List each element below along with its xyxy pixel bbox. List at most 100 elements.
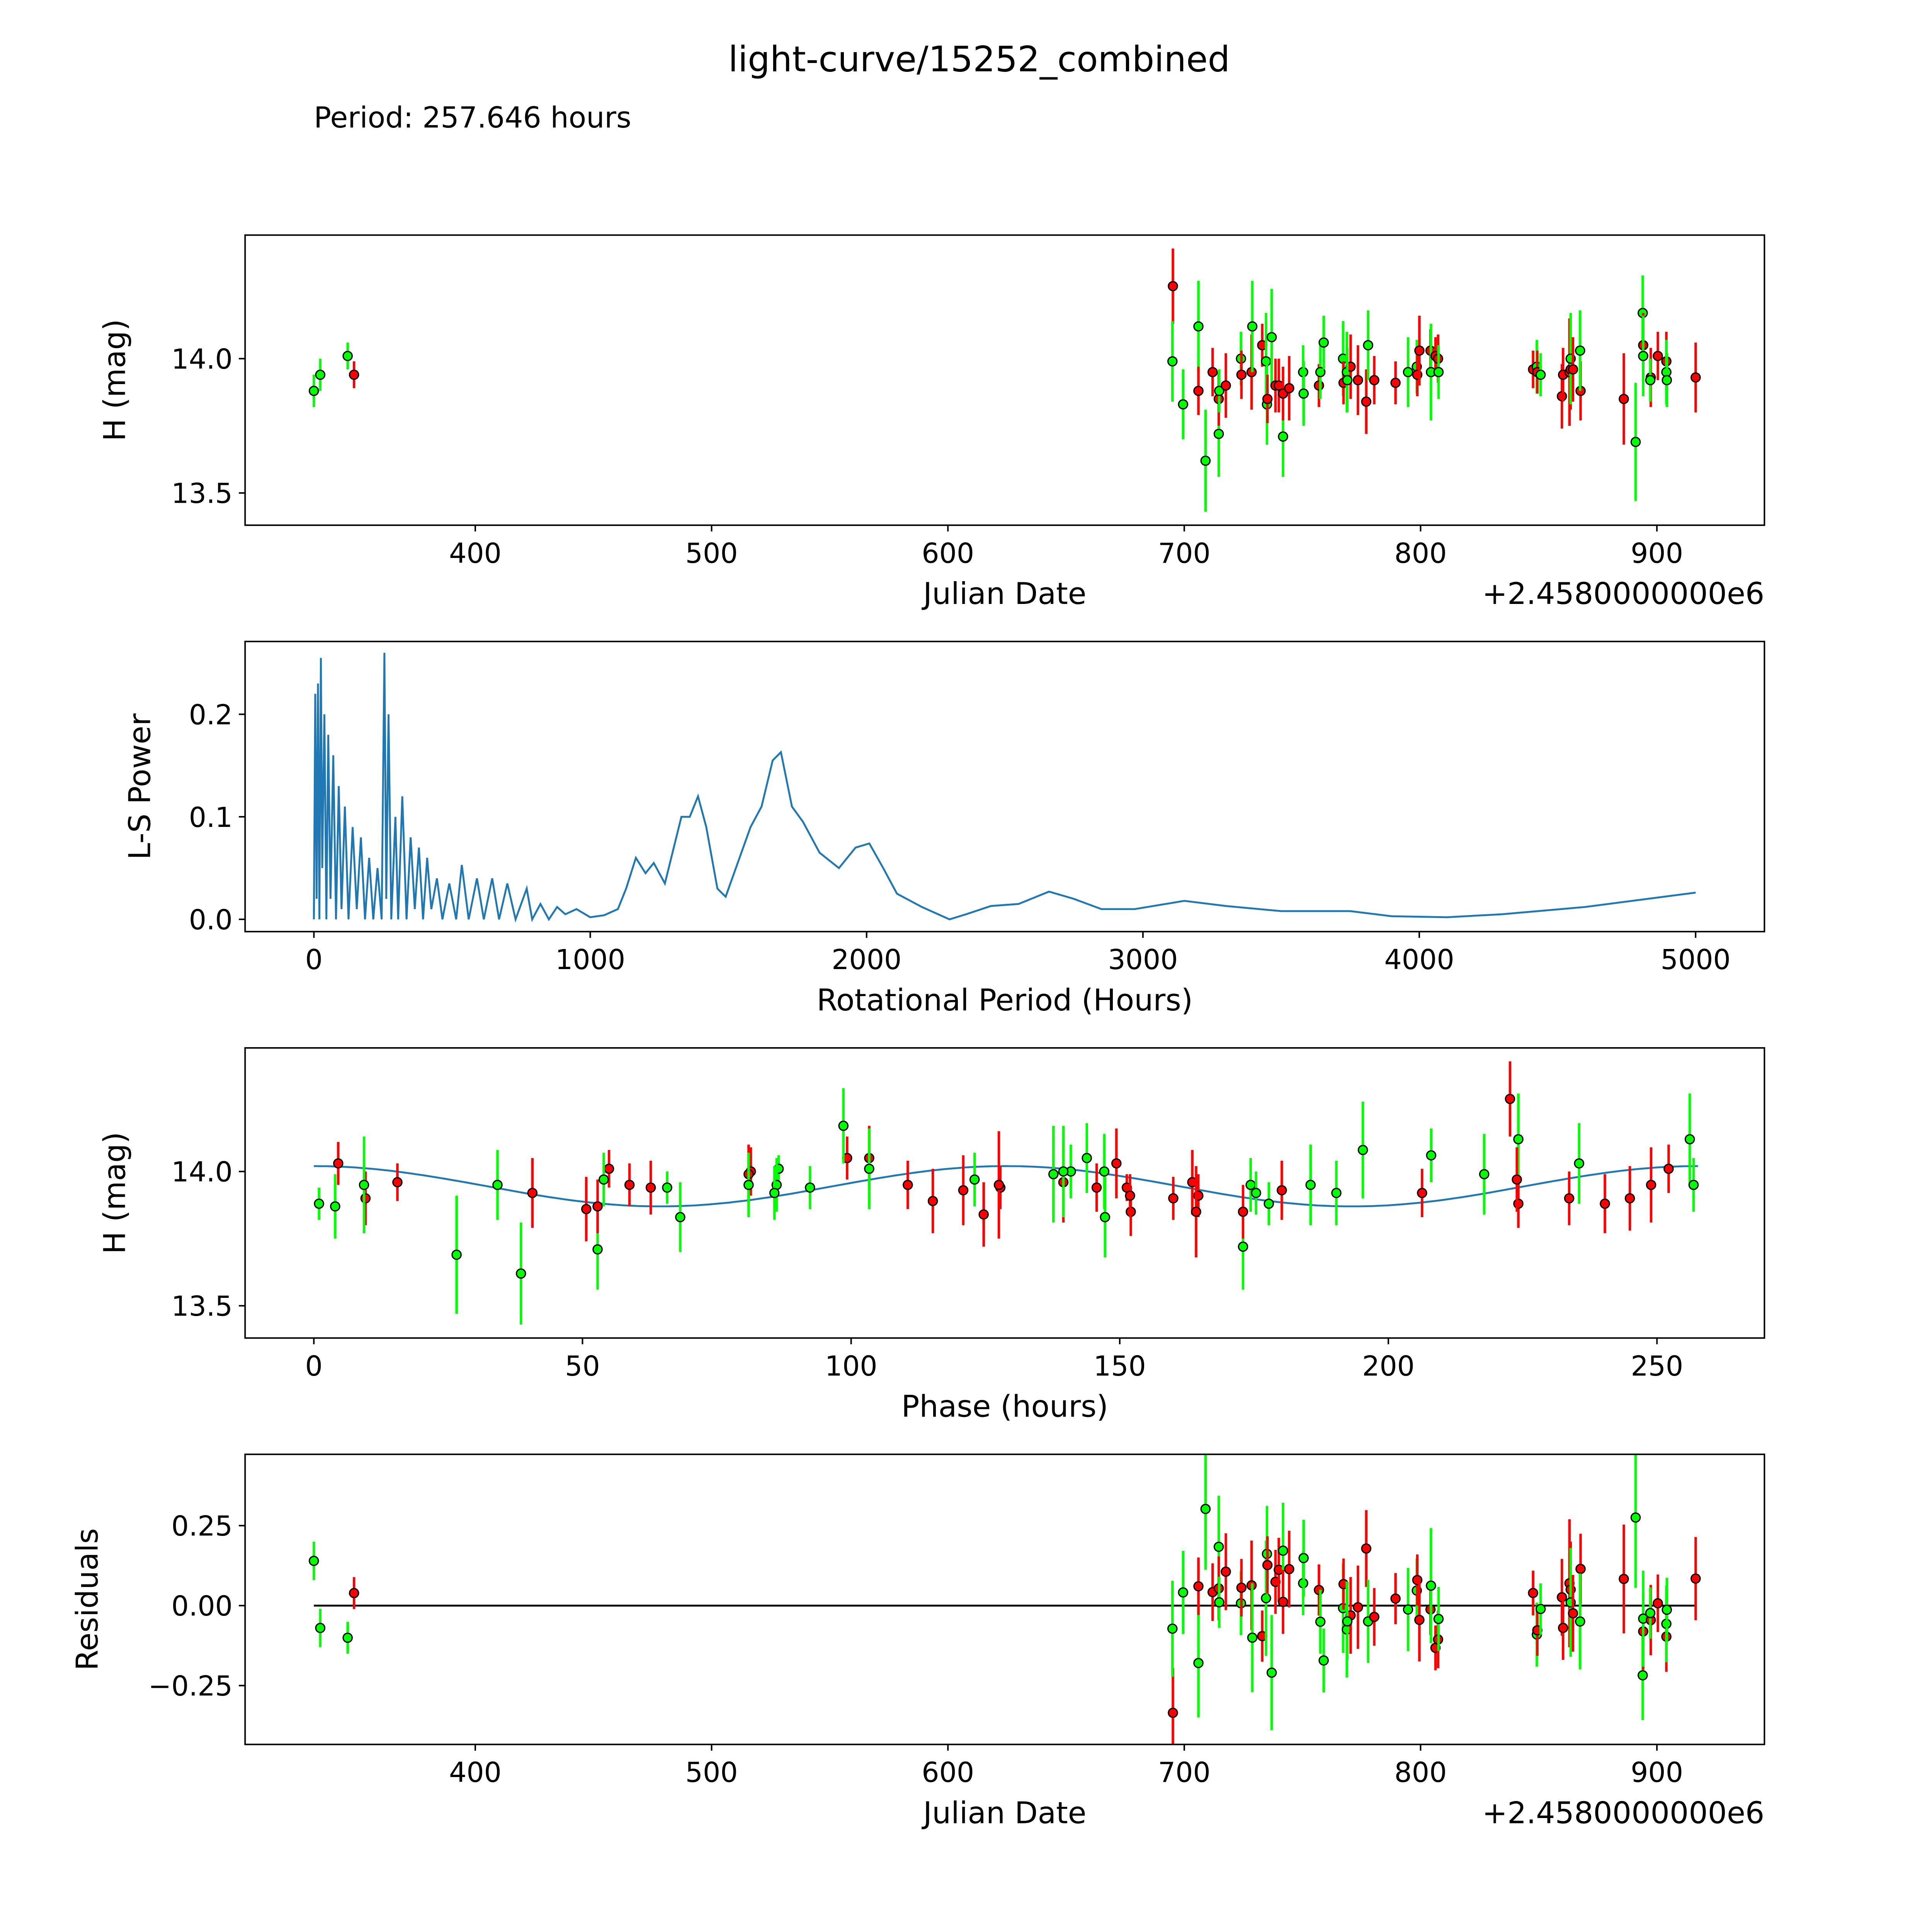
y-tick-label: 14.0 (171, 1156, 233, 1188)
x-tick-label: 200 (1362, 1350, 1415, 1382)
x-tick-label: 2000 (832, 944, 901, 976)
data-point-green (315, 1622, 326, 1633)
data-point-green (314, 1198, 324, 1209)
y-tick-label: 0.00 (171, 1590, 233, 1622)
data-point-red (1221, 380, 1231, 391)
data-point-red (978, 1209, 989, 1220)
data-point-red (1314, 1585, 1324, 1595)
data-point-red (1191, 1206, 1201, 1217)
data-point-green (1342, 375, 1353, 386)
data-point-red (1369, 1612, 1379, 1622)
data-point-green (1403, 367, 1413, 378)
x-tick-label: 0 (305, 1350, 323, 1382)
data-point-red (1238, 1206, 1248, 1217)
data-point-green (805, 1182, 815, 1193)
data-point-green (1630, 437, 1641, 447)
data-point-green (1178, 1587, 1189, 1598)
data-point-green (1058, 1166, 1069, 1177)
data-point-green (1167, 1623, 1178, 1634)
data-point-green (1688, 1180, 1699, 1190)
data-point-green (1298, 1553, 1309, 1563)
x-axis-label: Julian Date (921, 1796, 1086, 1830)
data-point-red (592, 1201, 603, 1212)
period-label: Period: 257.646 hours (314, 101, 631, 134)
data-point-green (1630, 1512, 1641, 1523)
data-point-green (1433, 1614, 1444, 1624)
data-point-green (1575, 345, 1585, 356)
data-point-red (1168, 281, 1178, 291)
y-tick-label: 0.25 (171, 1510, 233, 1542)
data-point-green (1535, 1604, 1546, 1614)
data-point-red (1353, 1602, 1363, 1612)
data-point-red (1284, 383, 1294, 393)
data-point-green (1266, 1667, 1277, 1678)
data-point-red (1168, 1193, 1179, 1204)
data-point-green (1099, 1166, 1110, 1177)
data-point-red (927, 1196, 938, 1206)
axes-frame (244, 641, 1765, 932)
x-tick-label: 700 (1158, 1757, 1211, 1789)
data-point-red (1513, 1198, 1524, 1209)
data-point-green (599, 1174, 609, 1185)
y-tick-label: −0.25 (148, 1670, 233, 1702)
x-tick-label: 900 (1631, 537, 1683, 569)
data-point-green (662, 1182, 672, 1193)
y-tick-label: 13.5 (171, 478, 233, 510)
data-point-red (333, 1158, 344, 1169)
data-point-red (1369, 375, 1379, 386)
data-point-green (1426, 1150, 1437, 1161)
data-point-red (349, 369, 359, 380)
data-point-green (1479, 1169, 1490, 1179)
data-point-red (1390, 378, 1401, 388)
data-point-green (1331, 1188, 1342, 1198)
plot-area (309, 248, 1701, 512)
data-point-green (864, 1163, 874, 1174)
data-point-red (645, 1182, 656, 1193)
data-point-red (1361, 1543, 1372, 1554)
data-point-red (604, 1163, 614, 1174)
data-point-green (1213, 429, 1224, 439)
data-point-green (330, 1201, 340, 1212)
data-point-red (1125, 1190, 1135, 1201)
model-curve (314, 1165, 1698, 1208)
data-point-red (1193, 386, 1204, 396)
axes-frame (244, 234, 1765, 526)
data-point-green (1245, 1180, 1256, 1190)
y-tick-label: 0.0 (189, 904, 233, 936)
data-point-red (1361, 396, 1372, 407)
data-point-green (1645, 375, 1656, 386)
data-point-red (1690, 372, 1701, 383)
x-axis-label: Rotational Period (Hours) (817, 983, 1193, 1018)
axes-frame (244, 1453, 1765, 1745)
data-point-green (1193, 321, 1204, 332)
y-axis-label: Residuals (70, 1528, 105, 1670)
x-tick-label: 800 (1395, 1757, 1447, 1789)
x-offset-text: +2.4580000000e6 (1482, 577, 1764, 611)
axes-frame (244, 1047, 1765, 1339)
data-point-red (527, 1188, 538, 1198)
data-point-green (1048, 1169, 1059, 1179)
data-point-green (675, 1212, 685, 1223)
x-tick-label: 400 (449, 537, 502, 569)
y-tick-label: 0.1 (189, 801, 233, 833)
data-point-red (1512, 1174, 1522, 1185)
data-point-red (1314, 380, 1324, 391)
data-point-red (1417, 1188, 1427, 1198)
data-point-green (451, 1250, 462, 1260)
data-point-green (1214, 1597, 1225, 1607)
data-point-green (1426, 1580, 1436, 1591)
data-point-green (1433, 367, 1444, 378)
data-point-red (392, 1177, 403, 1187)
x-tick-label: 150 (1094, 1350, 1146, 1382)
panel-2: 0 1000 2000 3000 4000 5000 0.0 0.1 0.2 Rotational… (122, 641, 1765, 1018)
data-point-green (1662, 1604, 1672, 1615)
data-point-red (1262, 1560, 1273, 1570)
plot-area (314, 1061, 1699, 1325)
data-point-green (492, 1180, 503, 1190)
panel-3: 0 50 100 150 200 250 13.5 14.0 Phase (hours) H (m… (98, 1047, 1765, 1424)
data-point-green (1305, 1180, 1316, 1190)
x-tick-label: 500 (685, 537, 738, 569)
data-point-red (903, 1180, 913, 1190)
data-point-red (349, 1588, 359, 1599)
